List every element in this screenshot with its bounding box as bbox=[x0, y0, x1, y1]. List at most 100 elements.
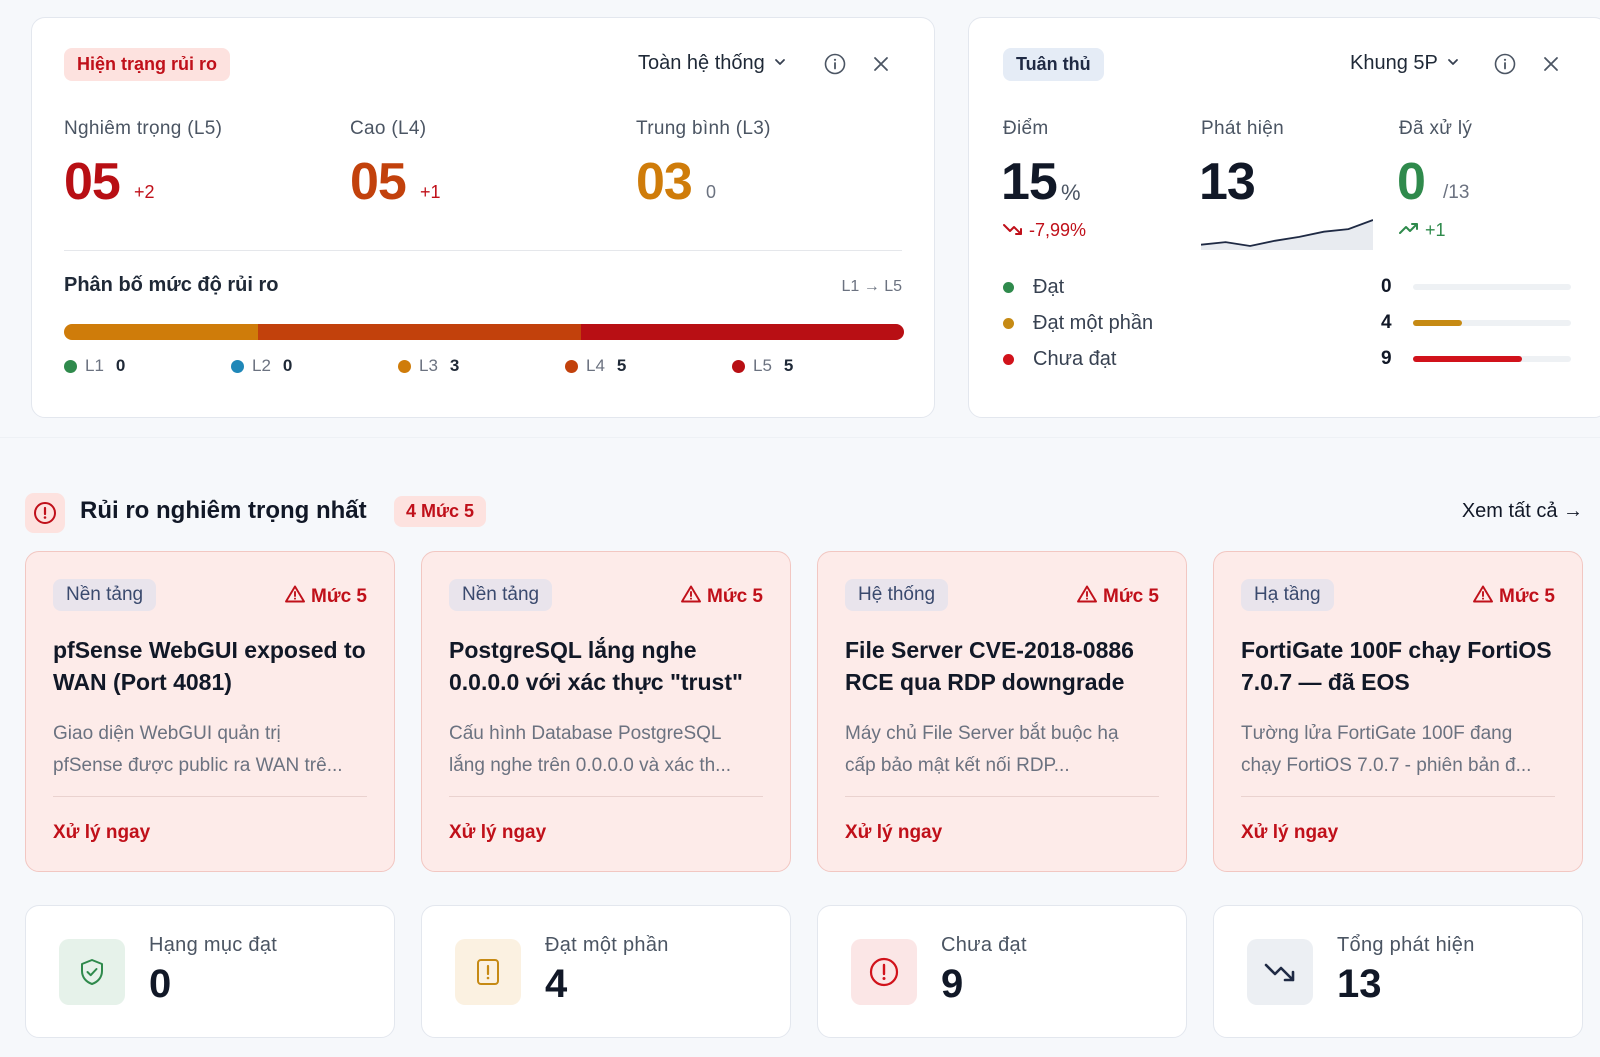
stat-value: 4 bbox=[545, 962, 568, 1006]
severity-label: Mức 5 bbox=[311, 586, 367, 607]
risk-card[interactable]: Nền tảng Mức 5 pfSense WebGUI exposed to W… bbox=[25, 551, 395, 872]
score-value: 15 bbox=[1001, 153, 1058, 211]
detected-label: Phát hiện bbox=[1201, 118, 1284, 139]
score-unit: % bbox=[1061, 180, 1081, 205]
risk-card[interactable]: Hệ thống Mức 5 File Server CVE-2018-0886 R… bbox=[817, 551, 1187, 872]
stat-label: Tổng phát hiện bbox=[1337, 934, 1475, 956]
metric-l5-label: Nghiêm trọng (L5) bbox=[64, 118, 223, 139]
risk-description-line: Cấu hình Database PostgreSQL bbox=[449, 723, 722, 744]
scope-select-value: Toàn hệ thống bbox=[638, 52, 765, 74]
risk-status-card: Hiện trạng rủi ro Toàn hệ thống Nghiêm t… bbox=[31, 17, 935, 418]
warning-triangle-icon bbox=[285, 585, 305, 609]
risk-card[interactable]: Hạ tầng Mức 5 FortiGate 100F chạy FortiOS … bbox=[1213, 551, 1583, 872]
handle-now-button[interactable]: Xử lý ngay bbox=[845, 822, 943, 843]
metric-l4-label: Cao (L4) bbox=[350, 118, 427, 139]
legend-label: L1 bbox=[85, 356, 104, 375]
handle-now-button[interactable]: Xử lý ngay bbox=[53, 822, 151, 843]
metric-l3-label: Trung bình (L3) bbox=[636, 118, 771, 139]
compliance-row-label: Chưa đạt bbox=[1033, 348, 1117, 370]
distribution-title: Phân bố mức độ rủi ro bbox=[64, 274, 279, 296]
resolved-delta: +1 bbox=[1399, 220, 1446, 241]
status-dot bbox=[1003, 354, 1014, 365]
scope-select[interactable]: Toàn hệ thống bbox=[638, 52, 787, 75]
distribution-segment-l4 bbox=[257, 324, 581, 340]
risk-description-line: lắng nghe trên 0.0.0.0 và xác th... bbox=[449, 755, 732, 776]
stat-value: 9 bbox=[941, 962, 964, 1006]
score-delta-value: -7,99% bbox=[1029, 220, 1087, 240]
info-icon[interactable] bbox=[1493, 52, 1517, 76]
warning-triangle-icon bbox=[1077, 585, 1097, 609]
risk-description-line: Máy chủ File Server bắt buộc hạ bbox=[845, 723, 1119, 744]
compliance-row-label: Đạt bbox=[1033, 276, 1065, 298]
trend-down-icon bbox=[1247, 939, 1313, 1005]
status-dot bbox=[1003, 318, 1014, 329]
handle-now-button[interactable]: Xử lý ngay bbox=[449, 822, 547, 843]
legend-dot bbox=[231, 359, 244, 373]
stat-value: 13 bbox=[1337, 962, 1382, 1006]
sparkline-area bbox=[1201, 220, 1373, 250]
metric-l5-value: 05 bbox=[64, 153, 121, 211]
compliance-row-label: Đạt một phần bbox=[1033, 312, 1154, 334]
risk-description: Tường lửa FortiGate 100F đang chạy FortiO… bbox=[1241, 718, 1557, 782]
metric-l3-value: 03 bbox=[636, 153, 693, 211]
info-icon[interactable] bbox=[823, 52, 847, 76]
metric-l5-delta: +2 bbox=[134, 182, 155, 202]
progress-fill bbox=[1413, 320, 1462, 326]
detected-value: 13 bbox=[1199, 153, 1256, 211]
trend-up-icon bbox=[1399, 220, 1419, 241]
stat-label: Đạt một phần bbox=[545, 934, 669, 956]
resolved-total: /13 bbox=[1443, 182, 1470, 203]
compliance-card: Tuân thủ Khung 5P Điểm 15 % -7,99% Phát … bbox=[968, 17, 1600, 418]
distribution-range: L1 → L5 bbox=[841, 278, 902, 295]
score-delta: -7,99% bbox=[1003, 220, 1086, 241]
divider bbox=[845, 796, 1159, 797]
section-title: Rủi ro nghiêm trọng nhất bbox=[80, 497, 367, 524]
legend-item-l5: L5 5 bbox=[732, 356, 793, 376]
framework-select[interactable]: Khung 5P bbox=[1350, 52, 1460, 75]
distribution-bar bbox=[64, 324, 904, 340]
progress-fill bbox=[1413, 356, 1523, 362]
warning-triangle-icon bbox=[681, 585, 701, 609]
divider bbox=[1241, 796, 1555, 797]
stat-card: Tổng phát hiện 13 bbox=[1213, 905, 1583, 1038]
distribution-segment-l5 bbox=[580, 324, 904, 340]
handle-now-button[interactable]: Xử lý ngay bbox=[1241, 822, 1339, 843]
trend-down-icon bbox=[1003, 220, 1023, 241]
critical-count-badge: 4 Mức 5 bbox=[394, 496, 487, 527]
sparkline-line bbox=[1201, 219, 1373, 247]
framework-select-value: Khung 5P bbox=[1350, 52, 1438, 74]
resolved-value: 0 bbox=[1397, 153, 1426, 211]
risk-description-line: Tường lửa FortiGate 100F đang bbox=[1241, 723, 1513, 744]
close-icon[interactable] bbox=[869, 52, 893, 76]
chevron-down-icon bbox=[1446, 52, 1460, 75]
legend-count: 3 bbox=[449, 356, 460, 375]
close-icon[interactable] bbox=[1539, 52, 1563, 76]
resolved-label: Đã xử lý bbox=[1399, 118, 1473, 139]
risk-title: pfSense WebGUI exposed to WAN (Port 4081… bbox=[53, 637, 366, 695]
category-badge: Hệ thống bbox=[845, 579, 949, 611]
severity-badge: Mức 5 bbox=[681, 585, 763, 609]
legend-label: L4 bbox=[586, 356, 605, 375]
divider bbox=[53, 796, 367, 797]
compliance-row-count: 0 bbox=[1381, 276, 1392, 297]
status-dot bbox=[1003, 282, 1014, 293]
metric-l4-delta: +1 bbox=[420, 182, 441, 202]
risk-title: PostgreSQL lắng nghe 0.0.0.0 với xác thự… bbox=[449, 637, 743, 695]
shield-check-icon bbox=[59, 939, 125, 1005]
compliance-badge: Tuân thủ bbox=[1003, 48, 1104, 81]
stat-label: Hạng mục đạt bbox=[149, 934, 278, 956]
warning-triangle-icon bbox=[1473, 585, 1493, 609]
legend-count: 5 bbox=[783, 356, 794, 375]
view-all-link[interactable]: Xem tất cả → bbox=[1461, 500, 1583, 522]
legend-label: L2 bbox=[252, 356, 271, 375]
risk-description-line: cấp bảo mật kết nối RDP... bbox=[845, 755, 1070, 776]
severity-label: Mức 5 bbox=[1103, 586, 1159, 607]
legend-dot bbox=[565, 359, 578, 373]
severity-badge: Mức 5 bbox=[1473, 585, 1555, 609]
divider bbox=[64, 250, 902, 251]
severity-badge: Mức 5 bbox=[1077, 585, 1159, 609]
progress-track bbox=[1413, 284, 1571, 290]
compliance-row: Đạt 0 bbox=[1003, 276, 1573, 300]
risk-card[interactable]: Nền tảng Mức 5 PostgreSQL lắng nghe 0.0.0.… bbox=[421, 551, 791, 872]
metric-l3-delta: 0 bbox=[706, 182, 717, 202]
